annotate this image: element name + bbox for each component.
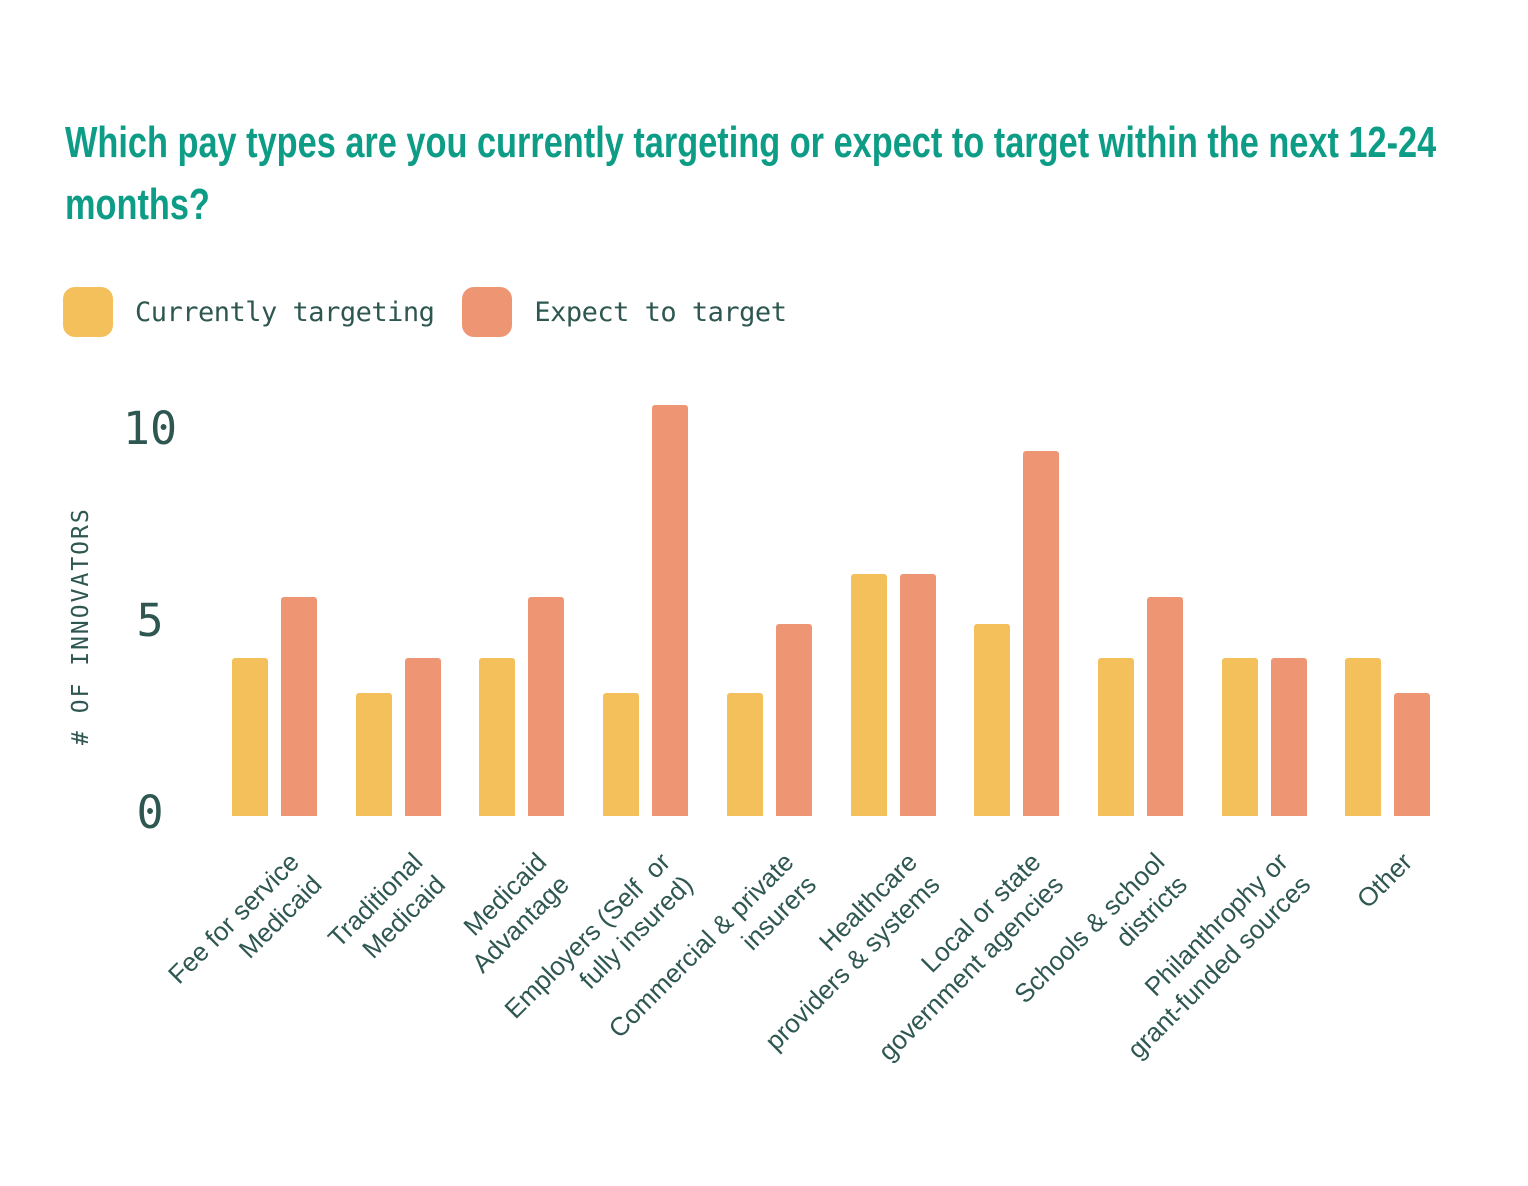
bar-expect-to-target-0 [281, 596, 317, 816]
y-axis-tick-10: 10 [122, 401, 178, 455]
bar-currently-targeting-7 [1097, 658, 1134, 816]
chart-title: Which pay types are you currently target… [65, 118, 1437, 230]
bar-currently-targeting-5 [850, 573, 887, 816]
bar-expect-to-target-3 [652, 404, 689, 816]
bar-currently-targeting-9 [1345, 658, 1382, 816]
bar-currently-targeting-6 [974, 623, 1011, 816]
bar-currently-targeting-0 [232, 658, 268, 816]
legend: Currently targeting Expect to target [63, 287, 787, 337]
legend-swatch-currently-targeting [63, 287, 113, 337]
x-axis-label-9: Other [1350, 846, 1418, 914]
bar-currently-targeting-8 [1221, 658, 1258, 816]
bar-expect-to-target-9 [1394, 692, 1431, 816]
bar-currently-targeting-3 [603, 692, 640, 816]
bar-expect-to-target-5 [899, 573, 936, 816]
y-axis-tick-0: 0 [136, 786, 164, 839]
bar-expect-to-target-6 [1023, 450, 1060, 816]
legend-item-currently-targeting: Currently targeting [63, 287, 435, 337]
bar-currently-targeting-1 [355, 692, 392, 816]
bar-expect-to-target-4 [775, 623, 812, 816]
bar-currently-targeting-4 [726, 692, 763, 816]
bar-expect-to-target-2 [528, 596, 565, 816]
bar-currently-targeting-2 [479, 658, 516, 816]
bar-expect-to-target-7 [1146, 596, 1183, 816]
legend-label-currently-targeting: Currently targeting [135, 296, 435, 328]
y-axis-tick-5: 5 [136, 593, 164, 647]
legend-item-expect-to-target: Expect to target [462, 287, 787, 337]
legend-label-expect-to-target: Expect to target [534, 296, 787, 328]
y-axis-title: # OF INNOVATORS [68, 507, 94, 745]
bar-expect-to-target-1 [404, 658, 441, 816]
bar-expect-to-target-8 [1270, 658, 1307, 816]
x-axis-label-1: Traditional Medicaid [321, 846, 451, 965]
x-axis-label-0: Fee for service Medicaid [161, 846, 328, 990]
legend-swatch-expect-to-target [462, 287, 513, 337]
